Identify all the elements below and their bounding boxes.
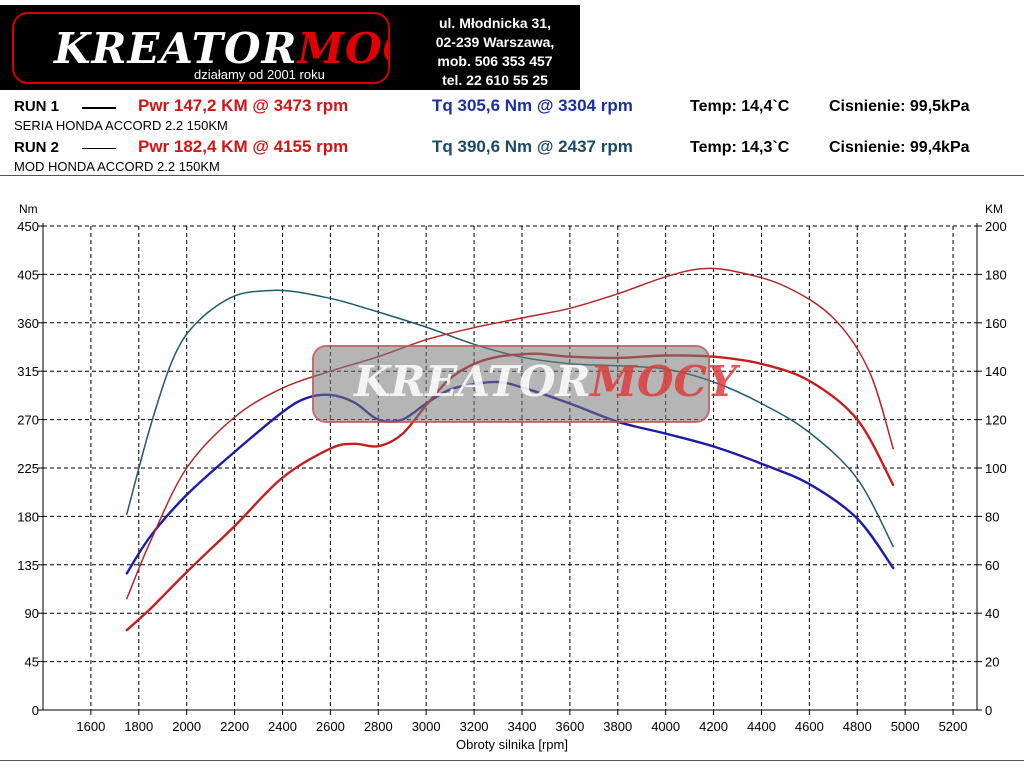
run1-torque: Tq 305,6 Nm @ 3304 rpm xyxy=(432,96,633,115)
x-tick-label: 2400 xyxy=(268,719,297,734)
logo-part1: KREATOR xyxy=(54,24,298,73)
x-tick-label: 1800 xyxy=(124,719,153,734)
x-tick-label: 3800 xyxy=(603,719,632,734)
run1-label: RUN 1 xyxy=(14,98,60,115)
x-tick-label: 3200 xyxy=(460,719,489,734)
watermark-part1: KREATOR xyxy=(354,357,591,406)
y-tick-label-left: 405 xyxy=(17,267,39,282)
y-tick-label-left: 315 xyxy=(17,364,39,379)
logo: KREATORMOCY działamy od 2001 roku xyxy=(12,12,390,84)
y-tick-label-left: 135 xyxy=(17,558,39,573)
address-line2: 02-239 Warszawa, xyxy=(435,34,555,50)
y-tick-label-left: 0 xyxy=(32,703,39,718)
y-tick-label-right: 40 xyxy=(985,606,999,621)
y-tick-label-left: 225 xyxy=(17,461,39,476)
chart-axes xyxy=(42,223,978,711)
y-tick-label-left: 270 xyxy=(17,413,39,428)
chart-ticks: 1600 1800 2000 2200 2400 2600 2800 3000 3200 3400… xyxy=(17,219,1006,734)
logo-part2: MOCY xyxy=(297,24,388,73)
run2-label: RUN 2 xyxy=(14,139,60,156)
address-line1: ul. Młodnicka 31, xyxy=(438,15,552,31)
y-tick-label-right: 60 xyxy=(985,558,999,573)
logo-tagline: działamy od 2001 roku xyxy=(194,67,325,82)
run2-torque-curve xyxy=(126,289,894,548)
watermark-part2: MOCY xyxy=(590,357,737,406)
run2-power: Pwr 182,4 KM @ 4155 rpm xyxy=(138,137,349,156)
run2-power-curve xyxy=(126,267,894,600)
mobile-number: mob. 506 353 457 xyxy=(437,53,553,69)
x-tick-label: 4000 xyxy=(651,719,680,734)
x-tick-label: 3400 xyxy=(508,719,537,734)
header: KREATORMOCY działamy od 2001 roku ul. Mł… xyxy=(0,0,1024,92)
y-tick-label-left: 45 xyxy=(25,655,39,670)
x-tick-label: 2800 xyxy=(364,719,393,734)
y-tick-label-right: 200 xyxy=(985,219,1007,234)
x-tick-label: 2600 xyxy=(316,719,345,734)
run2-temp: Temp: 14,3`C xyxy=(690,139,790,156)
y-tick-label-right: 140 xyxy=(985,364,1007,379)
x-tick-label: 5000 xyxy=(891,719,920,734)
x-tick-label: 5200 xyxy=(939,719,968,734)
x-tick-label: 2000 xyxy=(172,719,201,734)
y-tick-label-right: 80 xyxy=(985,509,999,524)
logo-banner: KREATORMOCY działamy od 2001 roku ul. Mł… xyxy=(0,5,580,90)
watermark-text: KREATORMOCY xyxy=(354,357,737,406)
run1-description: SERIA HONDA ACCORD 2.2 150KM xyxy=(14,118,228,133)
x-tick-label: 3600 xyxy=(555,719,584,734)
logo-text: KREATORMOCY xyxy=(54,24,388,73)
run-summary: RUN 1 Pwr 147,2 KM @ 3473 rpm Tq 305,6 N… xyxy=(0,93,1024,175)
phone-number: tel. 22 610 55 25 xyxy=(442,72,548,88)
x-tick-label: 4800 xyxy=(843,719,872,734)
run1-power: Pwr 147,2 KM @ 3473 rpm xyxy=(138,96,349,115)
y-axis-label-right: KM xyxy=(985,202,1003,216)
header-divider xyxy=(0,175,1024,176)
run1-line-swatch xyxy=(82,107,116,109)
run2-line-swatch xyxy=(82,148,116,149)
y-tick-label-right: 120 xyxy=(985,413,1007,428)
run1-pressure: Cisnienie: 99,5kPa xyxy=(829,98,970,115)
run1-temp: Temp: 14,4`C xyxy=(690,98,790,115)
y-tick-label-right: 100 xyxy=(985,461,1007,476)
x-axis-label: Obroty silnika [rpm] xyxy=(456,737,568,752)
y-tick-label-right: 20 xyxy=(985,655,999,670)
y-axis-label-left: Nm xyxy=(19,202,38,216)
y-tick-label-left: 180 xyxy=(17,509,39,524)
x-tick-label: 4200 xyxy=(699,719,728,734)
x-tick-label: 2200 xyxy=(220,719,249,734)
run2-pressure: Cisnienie: 99,4kPa xyxy=(829,139,970,156)
x-tick-label: 1600 xyxy=(76,719,105,734)
y-tick-label-left: 90 xyxy=(25,606,39,621)
run2-torque: Tq 390,6 Nm @ 2437 rpm xyxy=(432,137,633,156)
x-tick-label: 3000 xyxy=(412,719,441,734)
y-tick-label-left: 360 xyxy=(17,316,39,331)
y-tick-label-right: 0 xyxy=(985,703,992,718)
y-tick-label-left: 450 xyxy=(17,219,39,234)
y-tick-label-right: 160 xyxy=(985,316,1007,331)
watermark-logo: KREATORMOCY xyxy=(312,345,737,423)
contact-info: ul. Młodnicka 31, 02-239 Warszawa, mob. … xyxy=(410,14,580,90)
chart-grid xyxy=(43,225,977,710)
run2-description: MOD HONDA ACCORD 2.2 150KM xyxy=(14,159,220,174)
y-tick-label-right: 180 xyxy=(985,267,1007,282)
x-tick-label: 4400 xyxy=(747,719,776,734)
footer-divider xyxy=(0,760,1024,761)
dyno-chart: 1600 1800 2000 2200 2400 2600 2800 3000 3200 3400… xyxy=(17,202,1006,752)
x-tick-label: 4600 xyxy=(795,719,824,734)
